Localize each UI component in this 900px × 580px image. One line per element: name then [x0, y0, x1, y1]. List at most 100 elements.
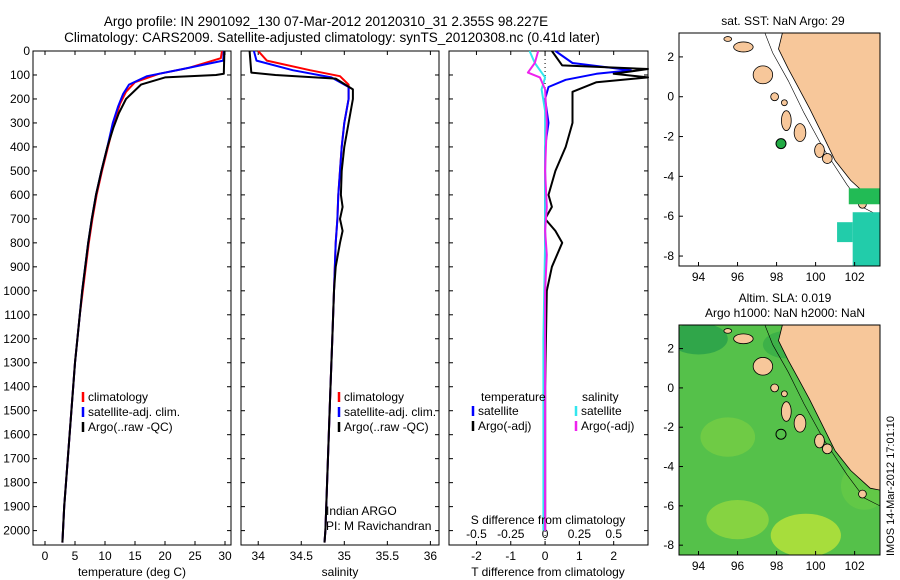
temperature-series-satellite-adj-clim-	[61, 50, 225, 543]
difference-xtick-label: 2	[610, 549, 617, 563]
temperature-xtick-label: 5	[72, 549, 79, 563]
difference-series-t-argo-adj-	[544, 50, 649, 531]
island	[733, 333, 754, 345]
sla-anomaly-patch	[700, 417, 756, 457]
temperature-xtick-label: 0	[42, 549, 49, 563]
depth-tick-label: 900	[10, 260, 30, 274]
map-xtick-label: 102	[845, 270, 865, 284]
difference-xtick-label: 1	[576, 549, 583, 563]
depth-tick-label: 1500	[3, 404, 30, 418]
salinity-xtick-label: 36	[424, 549, 438, 563]
difference-xtick-top-label: 0	[542, 527, 549, 541]
difference-xtick-top-label: 0.25	[568, 527, 592, 541]
salinity-series	[248, 50, 354, 543]
salinity-series-argo-raw-qc-	[248, 50, 354, 543]
salinity-xtick-label: 35.5	[376, 549, 400, 563]
temperature-xtick-label: 25	[188, 549, 202, 563]
island	[723, 328, 733, 334]
island	[723, 36, 733, 42]
temperature-xlabel: temperature (deg C)	[78, 565, 186, 579]
map-ytick-label: 0	[667, 90, 674, 104]
island	[781, 110, 792, 131]
map-xtick-label: 102	[845, 559, 865, 573]
difference-series-s-satellite	[528, 50, 547, 531]
header-line1: Argo profile: IN 2901092_130 07-Mar-2012…	[104, 14, 548, 29]
map-content	[679, 33, 880, 266]
sla-map-subtitle: Argo h1000: NaN h2000: NaN	[705, 306, 865, 320]
island	[781, 401, 792, 422]
temperature-panel: 0 5 10 15 20 25 300100200300400500600700800900…	[3, 44, 232, 579]
difference-series-s-argo-adj-	[526, 50, 548, 531]
map-ytick-label: -8	[663, 538, 674, 552]
sla-anomaly-patch	[679, 325, 728, 355]
salinity-axes-frame	[240, 50, 440, 546]
argo-position-marker	[775, 428, 787, 440]
island	[770, 92, 779, 102]
difference-legend: temperature salinitysatelliteArgo(-adj)sa…	[471, 390, 634, 433]
map-ytick-label: -6	[663, 209, 674, 223]
salinity-annotation-line1: Indian ARGO	[326, 504, 397, 518]
map-ytick-label: -2	[663, 420, 674, 434]
depth-tick-label: 500	[10, 164, 30, 178]
temperature-series	[61, 50, 226, 543]
map-xtick-label: 94	[692, 270, 706, 284]
legend-entry: climatology	[344, 390, 404, 404]
legend-entry: climatology	[88, 390, 148, 404]
legend-entry: Argo(..raw -QC)	[88, 420, 173, 434]
sla-map-panel: Altim. SLA: 0.019 Argo h1000: NaN h2000:…	[663, 291, 881, 573]
depth-tick-label: 1600	[3, 428, 30, 442]
sst-map-panel: sat. SST: NaN Argo: 29 94 96 98 100 102 2 0 -2 -…	[663, 14, 881, 284]
island	[822, 153, 833, 164]
sla-map-body: 94 96 98 100 102 2 0 -2 -4 -6 -8	[663, 324, 881, 573]
difference-xtick-top-label: -0.5	[466, 527, 487, 541]
legend-title-temperature: temperature	[481, 390, 546, 404]
map-xtick-label: 96	[731, 559, 745, 573]
depth-tick-label: 300	[10, 116, 30, 130]
map-frame	[678, 324, 881, 556]
island	[752, 65, 774, 85]
sla-anomaly-patch	[706, 499, 769, 540]
island	[781, 99, 788, 107]
legend-entry: Argo(-adj)	[581, 419, 634, 433]
map-xtick-label: 100	[806, 270, 826, 284]
legend-title-salinity: salinity	[582, 390, 619, 404]
island	[793, 123, 807, 142]
island	[814, 143, 825, 158]
temperature-xtick-label: 15	[128, 549, 142, 563]
island	[770, 383, 779, 393]
difference-xtick-top-label: 0.5	[605, 527, 622, 541]
map-ytick-label: 2	[667, 50, 674, 64]
map-ytick-label: -4	[663, 460, 674, 474]
island	[733, 41, 754, 53]
temperature-ticks: 0 5 10 15 20 25 300100200300400500600700800900…	[3, 44, 232, 563]
difference-xtick-label: -1	[505, 549, 516, 563]
depth-tick-label: 100	[10, 68, 30, 82]
difference-series-t-satellite	[544, 50, 632, 531]
depth-tick-label: 700	[10, 212, 30, 226]
sla-anomaly-patch	[770, 513, 841, 555]
map-ytick-label: 2	[667, 342, 674, 356]
difference-series	[526, 50, 649, 545]
island	[752, 357, 774, 376]
map-frame	[678, 32, 881, 267]
map-ytick-label: -4	[663, 169, 674, 183]
temperature-series-argo-raw-qc-	[61, 50, 226, 543]
depth-tick-label: 1300	[3, 356, 30, 370]
imos-timestamp: IMOS 14-Mar-2012 17:01:10	[885, 416, 897, 556]
island	[781, 390, 788, 398]
sst-data-patch	[852, 212, 880, 266]
temperature-xtick-label: 30	[218, 549, 232, 563]
difference-xtick-top-label: -0.25	[497, 527, 525, 541]
depth-tick-label: 1900	[3, 500, 30, 514]
island	[858, 489, 867, 499]
depth-tick-label: 1700	[3, 452, 30, 466]
salinity-ticks: 34 34.5 35 35.5 36	[241, 50, 439, 563]
depth-tick-label: 1000	[3, 284, 30, 298]
temperature-axes-frame	[32, 50, 232, 546]
depth-tick-label: 1100	[4, 308, 30, 322]
salinity-xtick-label: 34.5	[290, 549, 314, 563]
map-ytick-label: -2	[663, 130, 674, 144]
map-ytick-label: -6	[663, 499, 674, 513]
